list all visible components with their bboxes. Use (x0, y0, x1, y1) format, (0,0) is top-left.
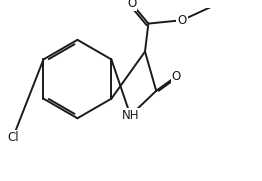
Text: Cl: Cl (7, 131, 19, 144)
Text: O: O (177, 14, 187, 27)
Text: O: O (127, 0, 136, 10)
Text: NH: NH (122, 109, 139, 122)
Text: O: O (172, 70, 181, 83)
